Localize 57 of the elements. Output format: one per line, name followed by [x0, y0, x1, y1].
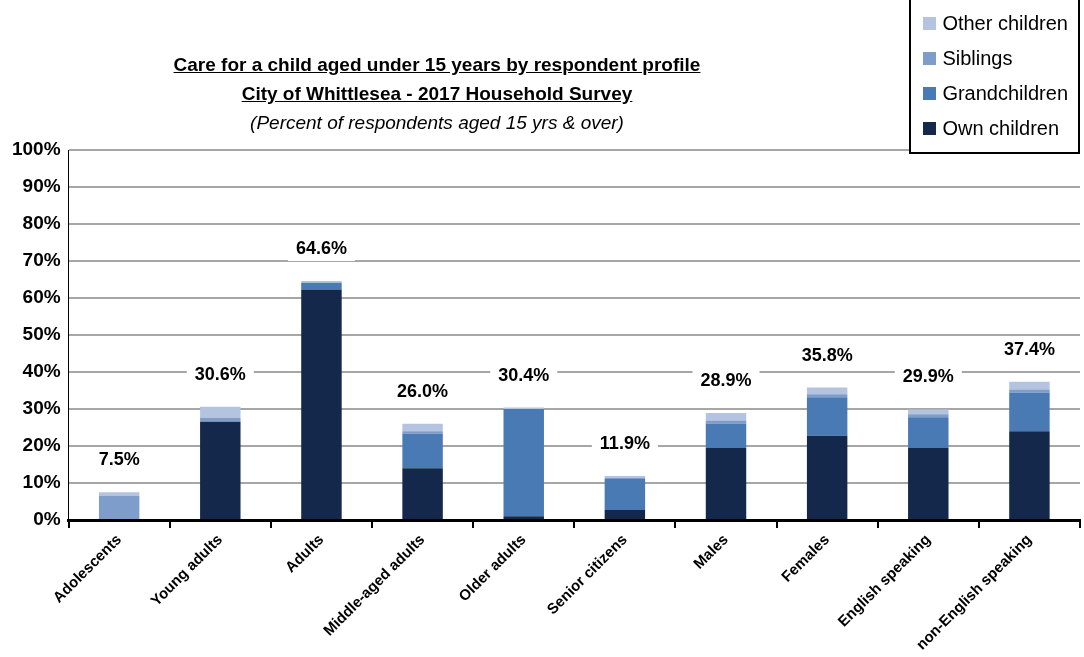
total-label: 7.5%: [98, 449, 140, 470]
bar: [503, 516, 544, 520]
bar: [908, 447, 949, 520]
total-label: 30.6%: [194, 363, 246, 384]
bar: [705, 423, 747, 448]
legend-label: Siblings: [942, 46, 1013, 71]
y-tick-label: 40%: [22, 360, 61, 382]
bar: [806, 435, 848, 520]
bar: [402, 433, 443, 469]
bar: [402, 423, 443, 432]
total-label: 28.9%: [700, 370, 752, 391]
bar: [604, 510, 646, 520]
bar: [1009, 392, 1050, 432]
bar: [1009, 431, 1050, 520]
y-tick-label: 0%: [33, 508, 61, 530]
bar: [908, 417, 949, 448]
y-tick-label: 10%: [22, 471, 61, 493]
y-tick-label: 60%: [22, 286, 61, 308]
total-label: 30.4%: [498, 364, 550, 385]
chart-title: Care for a child aged under 15 years by respondent profile: [172, 53, 702, 77]
bar: [98, 496, 140, 519]
total-label: 64.6%: [295, 237, 347, 258]
bar: [806, 394, 848, 398]
y-tick-label: 80%: [22, 212, 61, 234]
bar: [200, 406, 241, 418]
bar: [908, 414, 949, 418]
y-tick-label: 100%: [11, 138, 61, 160]
bar: [200, 421, 241, 520]
bar: [402, 468, 443, 520]
bar: [806, 397, 848, 436]
bar: [503, 409, 544, 517]
bar: [908, 409, 949, 415]
y-tick-label: 70%: [22, 249, 61, 271]
total-label: 37.4%: [1003, 338, 1055, 359]
total-label: 35.8%: [801, 344, 853, 365]
y-tick-label: 90%: [22, 175, 61, 197]
bar: [705, 413, 747, 421]
legend-label: Grandchildren: [942, 81, 1068, 106]
total-label: 26.0%: [397, 380, 449, 401]
total-label: 29.9%: [902, 366, 954, 387]
chart-subtitle: City of Whittlesea - 2017 Household Survey: [240, 82, 634, 106]
bar: [301, 289, 342, 520]
bar: [1009, 381, 1050, 390]
bar: [1009, 389, 1050, 393]
bar: [705, 447, 747, 520]
bar: [301, 282, 342, 290]
total-label: 11.9%: [599, 433, 650, 453]
bar: [402, 431, 443, 434]
bar: [200, 417, 241, 422]
y-tick-label: 20%: [22, 434, 61, 456]
legend-label: Own children: [942, 116, 1060, 141]
y-tick-label: 50%: [22, 323, 61, 345]
legend-label: Other children: [942, 11, 1068, 36]
y-tick-label: 30%: [22, 397, 61, 419]
text: (Percent of respondents aged 15 yrs & over): [249, 111, 625, 135]
bar: [98, 492, 140, 497]
bar: [604, 479, 646, 511]
